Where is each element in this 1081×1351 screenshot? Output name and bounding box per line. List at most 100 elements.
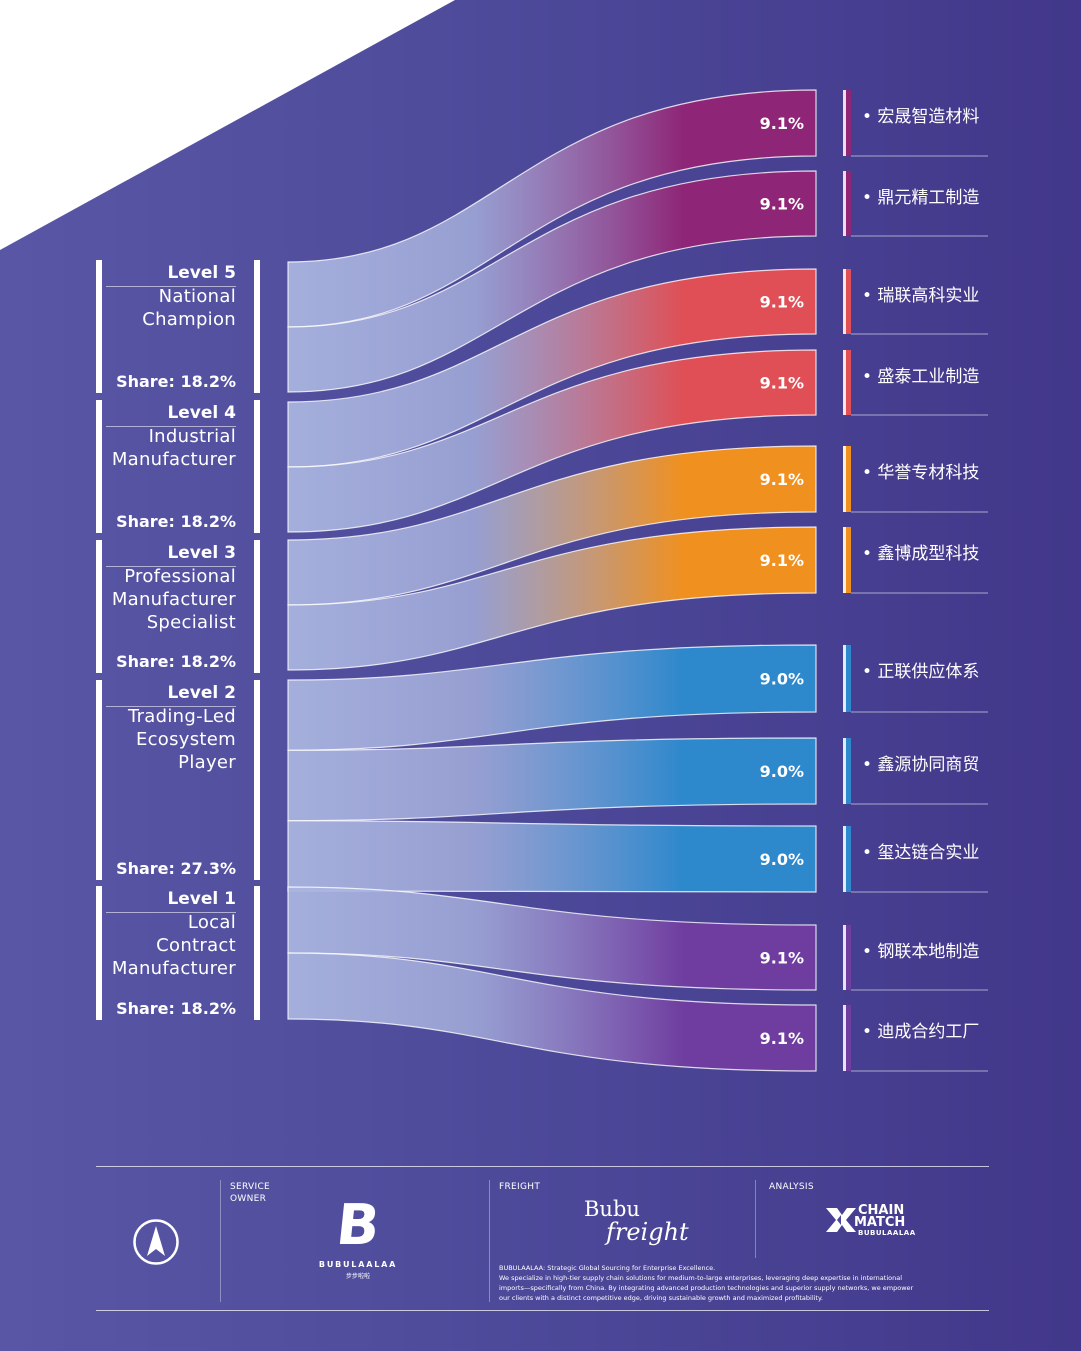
level-desc-line: Specialist (146, 612, 236, 633)
level-title: Level 4 (167, 403, 236, 423)
target-node-highlight (843, 90, 846, 156)
service-owner-caption: SERVICE OWNER (230, 1181, 270, 1205)
flow-value-label: 9.1% (760, 551, 804, 570)
flow-value-label: 9.1% (760, 1029, 804, 1048)
level-title: Level 1 (167, 889, 236, 909)
blurb-line: BUBULAALAA: Strategic Global Sourcing fo… (499, 1264, 716, 1272)
flow-value-label: 9.0% (760, 850, 804, 869)
target-node-bar (843, 171, 851, 236)
level-desc-line: Champion (142, 309, 236, 330)
flow-value-label: 9.1% (760, 470, 804, 489)
footer-divider (755, 1180, 756, 1258)
flow-value-label: 9.1% (760, 949, 804, 968)
logo-mark: B (333, 1193, 383, 1258)
flow-band (287, 644, 817, 751)
level-desc-line: Player (178, 752, 236, 773)
target-node-bar (843, 645, 851, 712)
target-label: • 瑞联高科实业 (862, 286, 979, 306)
sankey-chart: 9.1% 9.1% 9.1% 9.1% 9.1% 9.1% 9.0% 9.0% 9.0% 9.1%… (287, 89, 979, 1072)
footer-bottom-rule (96, 1310, 989, 1311)
corner-decoration (0, 0, 455, 250)
target-label: • 鑫源协同商贸 (862, 755, 979, 775)
flow-value-label: 9.1% (760, 293, 804, 312)
level-node-1: Level 1 Local Contract Manufacturer Shar… (96, 886, 260, 1020)
target-node-bar (843, 527, 851, 593)
target-label: • 玺达链合实业 (862, 843, 979, 863)
level-desc-line: Ecosystem (135, 729, 236, 750)
level-description: Trading-Led Ecosystem Player (128, 705, 236, 774)
chainmatch-mark-icon (826, 1208, 856, 1232)
level-divider (106, 566, 236, 567)
node-bar-left (96, 680, 102, 880)
level-desc-line: Manufacturer (111, 958, 236, 979)
footer-divider (220, 1180, 221, 1302)
caption-line: OWNER (230, 1194, 267, 1204)
chainmatch-sub: BUBULAALAA (858, 1229, 916, 1237)
level-share: Share: 18.2% (116, 652, 236, 671)
flow-band (287, 952, 817, 1072)
target-label: • 华誉专材科技 (862, 463, 979, 483)
bubu-freight-logo: Bubu freight (584, 1198, 694, 1244)
target-node-highlight (843, 826, 846, 892)
level-desc-line: Industrial (148, 426, 236, 447)
level-share: Share: 18.2% (116, 999, 236, 1018)
chainmatch-line2: MATCH (854, 1215, 906, 1230)
logo-wordmark: BUBULAALAA (318, 1260, 398, 1269)
target-node-bar (843, 925, 851, 990)
logo-subtext: 步步啦啦 (345, 1273, 370, 1280)
freight-logo-top: Bubu (584, 1197, 640, 1221)
level-title: Level 5 (167, 263, 236, 283)
node-bar-left (96, 886, 102, 1020)
level-desc-line: Professional (124, 566, 236, 587)
level-desc-line: National (158, 286, 236, 307)
target-node-bar (843, 1005, 851, 1071)
target-node-highlight (843, 350, 846, 415)
level-node-4: Level 4 Industrial Manufacturer Share: 1… (96, 400, 260, 533)
flow-band (287, 886, 817, 991)
level-node-5: Level 5 National Champion Share: 18.2% (96, 260, 260, 393)
level-description: Professional Manufacturer Specialist (112, 565, 236, 634)
flow-value-label: 9.1% (760, 374, 804, 393)
flow-band (287, 349, 817, 533)
flow-band (287, 526, 817, 671)
flow-band (287, 820, 817, 893)
caption-line: SERVICE (230, 1182, 271, 1192)
flow-band (287, 445, 817, 606)
bubulaalaa-logo: B BUBULAALAA 步步啦啦 (308, 1193, 408, 1280)
chainmatch-line1: CHAIN (858, 1203, 905, 1218)
target-node-highlight (843, 269, 846, 334)
level-node-2: Level 2 Trading-Led Ecosystem Player Sha… (96, 680, 260, 880)
blurb-line: We specialize in high-tier supply chain … (499, 1274, 903, 1282)
flow-value-label: 9.0% (760, 670, 804, 689)
flow-band (287, 737, 817, 822)
level-desc-line: Manufacturer (111, 449, 236, 470)
level-description: National Champion (142, 285, 236, 331)
node-bar-right (254, 400, 260, 533)
target-node-highlight (843, 925, 846, 990)
footer-divider (489, 1180, 490, 1302)
level-title: Level 3 (167, 543, 236, 563)
target-node-highlight (843, 645, 846, 712)
footer: SERVICE OWNER B BUBULAALAA 步步啦啦 FREIGHT … (96, 1166, 989, 1311)
target-node-bar (843, 446, 851, 512)
node-bar-left (96, 540, 102, 673)
level-share: Share: 18.2% (116, 512, 236, 531)
target-node-highlight (843, 446, 846, 512)
node-bar-right (254, 886, 260, 1020)
level-description: Industrial Manufacturer (112, 425, 236, 471)
level-divider (106, 286, 236, 287)
node-bar-right (254, 540, 260, 673)
level-desc-line: Manufacturer (111, 589, 236, 610)
target-label: • 鑫博成型科技 (862, 544, 979, 564)
target-node-bar (843, 269, 851, 334)
flow-band (287, 89, 817, 328)
target-label: • 宏晟智造材料 (862, 107, 979, 127)
target-node-highlight (843, 171, 846, 236)
target-node-highlight (843, 527, 846, 593)
node-bar-left (96, 260, 102, 393)
level-title: Level 2 (167, 683, 236, 703)
chainmatch-logo: CHAIN MATCH BUBULAALAA (824, 1204, 934, 1240)
freight-logo-script: freight (606, 1218, 689, 1246)
freight-caption: FREIGHT (499, 1182, 541, 1192)
target-label: • 正联供应体系 (862, 662, 979, 682)
